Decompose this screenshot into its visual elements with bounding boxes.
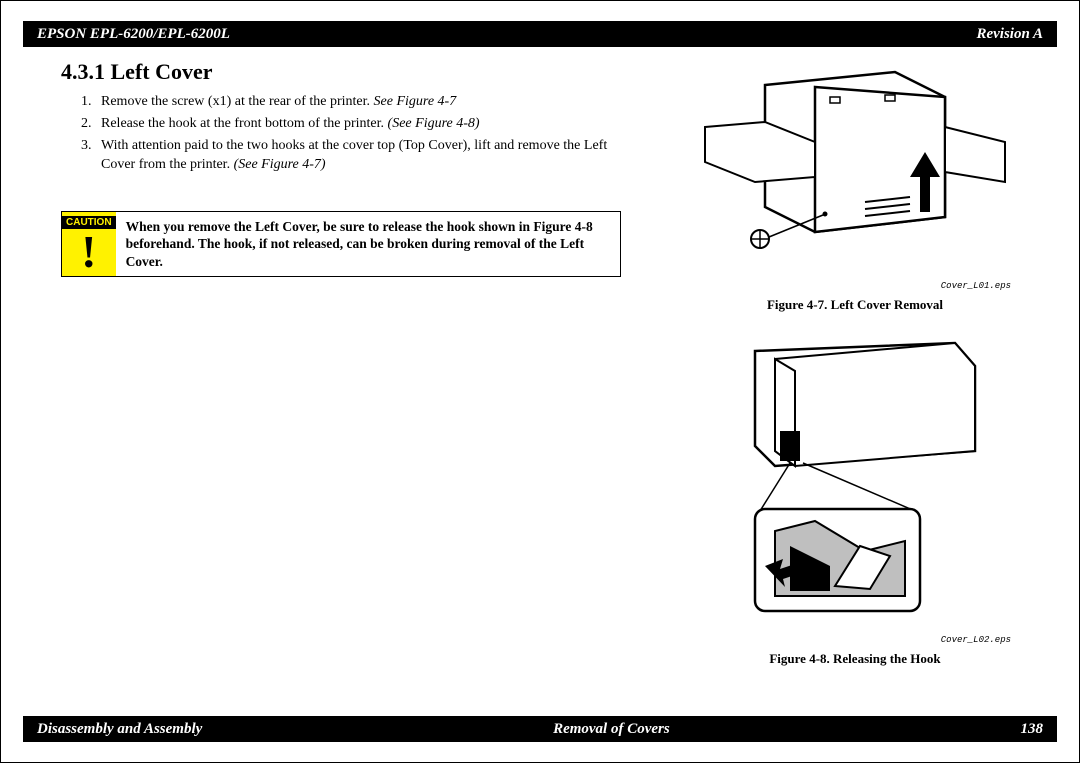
figure-2: Cover_L02.eps Figure 4-8. Releasing the … [695, 331, 1015, 667]
step-ref: See Figure 4-7 [374, 94, 457, 109]
caution-box: CAUTION ! When you remove the Left Cover… [61, 211, 621, 278]
step-ref: (See Figure 4-7) [234, 157, 326, 172]
caution-text: When you remove the Left Cover, be sure … [116, 212, 620, 277]
steps-list: Remove the screw (x1) at the rear of the… [61, 93, 621, 175]
figure-2-eps: Cover_L02.eps [941, 635, 1011, 645]
right-column: Cover_L01.eps Figure 4-7. Left Cover Rem… [661, 59, 1049, 667]
caution-icon: CAUTION ! [62, 212, 116, 277]
header-left: EPSON EPL-6200/EPL-6200L [37, 26, 230, 43]
figure-2-caption: Figure 4-8. Releasing the Hook [769, 651, 940, 667]
step-item: Release the hook at the front bottom of … [95, 115, 621, 134]
step-ref: (See Figure 4-8) [388, 116, 480, 131]
footer-bar: Disassembly and Assembly Removal of Cove… [23, 716, 1057, 742]
page-content: 4.3.1 Left Cover Remove the screw (x1) a… [1, 47, 1079, 667]
section-title: 4.3.1 Left Cover [61, 59, 621, 85]
figure-2-illustration [695, 331, 1015, 631]
left-column: 4.3.1 Left Cover Remove the screw (x1) a… [61, 59, 621, 667]
header-right: Revision A [976, 26, 1043, 43]
step-text: With attention paid to the two hooks at … [101, 138, 607, 172]
figure-1: Cover_L01.eps Figure 4-7. Left Cover Rem… [695, 67, 1015, 313]
figure-1-caption: Figure 4-7. Left Cover Removal [767, 297, 943, 313]
step-text: Remove the screw (x1) at the rear of the… [101, 94, 370, 109]
step-item: With attention paid to the two hooks at … [95, 137, 621, 175]
header-bar: EPSON EPL-6200/EPL-6200L Revision A [23, 21, 1057, 47]
section-name: Left Cover [111, 59, 213, 84]
step-text: Release the hook at the front bottom of … [101, 116, 384, 131]
caution-mark: ! [81, 231, 96, 272]
footer-left: Disassembly and Assembly [37, 721, 202, 738]
figure-1-illustration [695, 67, 1015, 277]
section-number: 4.3.1 [61, 59, 105, 84]
step-item: Remove the screw (x1) at the rear of the… [95, 93, 621, 112]
figure-1-eps: Cover_L01.eps [941, 281, 1011, 291]
footer-right: 138 [1021, 721, 1044, 738]
footer-center: Removal of Covers [553, 721, 670, 738]
